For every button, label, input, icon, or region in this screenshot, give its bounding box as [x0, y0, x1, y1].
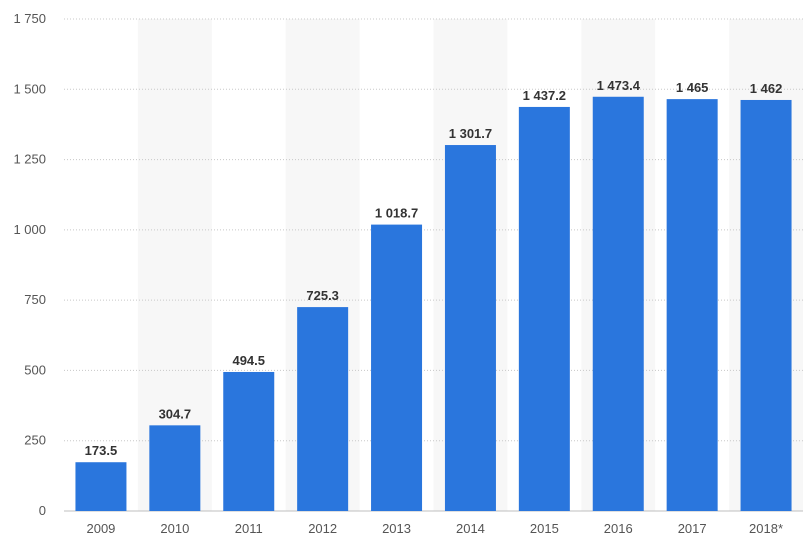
- bar[interactable]: [740, 99, 792, 511]
- bar[interactable]: [223, 371, 275, 511]
- x-tick-label: 2017: [678, 521, 707, 536]
- data-label: 1 437.2: [523, 88, 566, 103]
- data-label: 1 462: [750, 81, 783, 96]
- x-tick-label: 2011: [235, 521, 263, 536]
- data-label: 1 018.7: [375, 206, 418, 221]
- x-tick-label: 2016: [604, 521, 633, 536]
- x-tick-label: 2010: [160, 521, 189, 536]
- y-tick-label: 750: [24, 292, 46, 307]
- y-tick-label: 0: [39, 503, 46, 518]
- data-label: 494.5: [232, 353, 265, 368]
- y-tick-label: 250: [24, 433, 46, 448]
- data-label: 1 301.7: [449, 126, 492, 141]
- x-tick-label: 2009: [86, 521, 115, 536]
- x-tick-label: 2012: [308, 521, 337, 536]
- bar[interactable]: [666, 99, 718, 511]
- data-label: 304.7: [159, 406, 192, 421]
- y-tick-label: 1 750: [13, 11, 46, 26]
- data-label: 1 465: [676, 80, 709, 95]
- x-axis-ticks: 2009 2010 2011 2012 2013 2014 2015 2016 2017 2018…: [86, 521, 783, 536]
- x-tick-label: 2015: [530, 521, 559, 536]
- bar[interactable]: [75, 462, 127, 511]
- data-label: 1 473.4: [597, 78, 641, 93]
- data-label: 725.3: [306, 288, 339, 303]
- bar[interactable]: [371, 224, 423, 511]
- bar[interactable]: [149, 425, 201, 511]
- data-labels: 173.5 304.7 494.5 725.3 1 018.7 1 301.7 1 437.…: [85, 78, 783, 458]
- x-tick-label: 2014: [456, 521, 485, 536]
- bar[interactable]: [297, 307, 349, 511]
- y-tick-label: 1 500: [13, 81, 46, 96]
- x-tick-label: 2013: [382, 521, 411, 536]
- y-tick-label: 1 250: [13, 152, 46, 167]
- x-tick-label: 2018*: [749, 521, 783, 536]
- data-label: 173.5: [85, 443, 118, 458]
- bar[interactable]: [592, 96, 644, 512]
- y-tick-label: 1 000: [13, 222, 46, 237]
- bar[interactable]: [444, 145, 496, 511]
- bars: [75, 96, 792, 512]
- y-tick-label: 500: [24, 362, 46, 377]
- bar[interactable]: [518, 106, 570, 512]
- y-axis-ticks: 0 250 500 750 1 000 1 250 1 500 1 750: [13, 11, 46, 518]
